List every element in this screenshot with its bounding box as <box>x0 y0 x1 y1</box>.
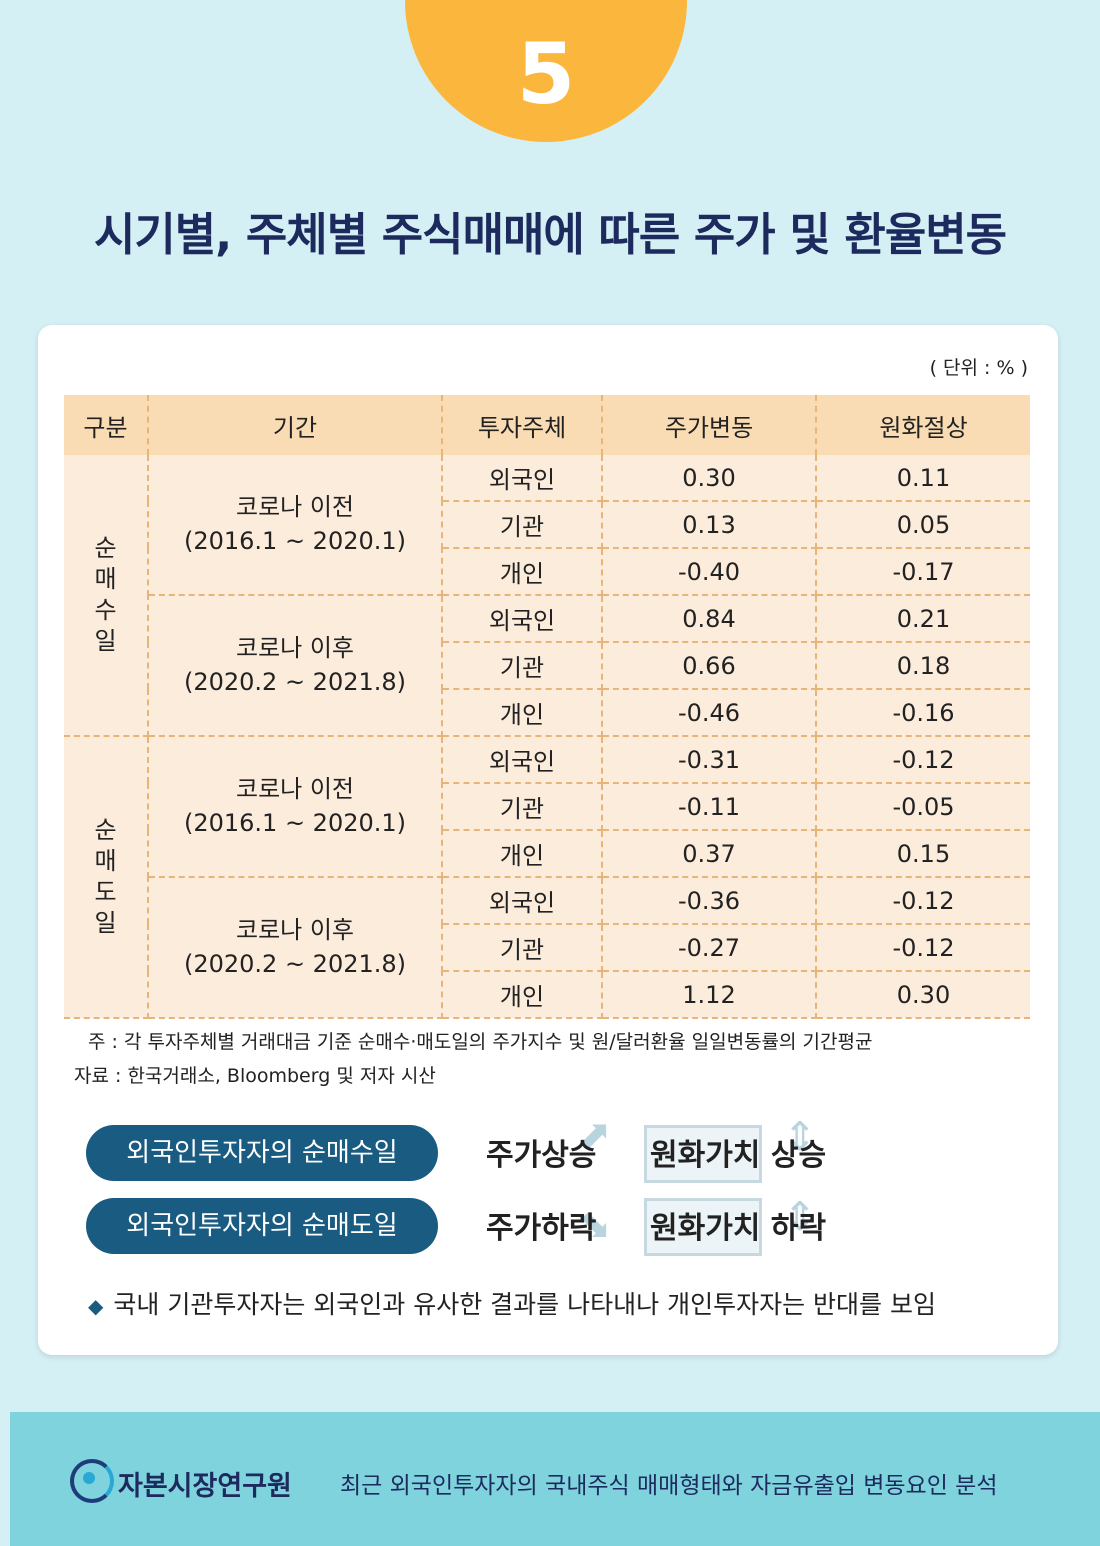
investor-cell: 개인 <box>442 689 603 737</box>
diamond-icon: ◆ <box>88 1294 104 1318</box>
period-name: 코로나 이후 <box>235 915 355 944</box>
stock-cell: -0.11 <box>602 783 817 831</box>
fx-cell: 0.15 <box>816 830 1030 878</box>
investor-cell: 기관 <box>442 501 603 549</box>
content-card: ( 단위 : % ) 구분 기간 투자주체 주가변동 원화절상 순 매 수 일 코로나 … <box>38 325 1058 1355</box>
page-title: 시기별, 주체별 주식매매에 따른 주가 및 환율변동 <box>93 208 1007 261</box>
unit-label: ( 단위 : % ) <box>929 357 1028 379</box>
investor-cell: 외국인 <box>442 595 603 643</box>
period-range: (2020.2 ~ 2021.8) <box>183 667 407 696</box>
period-cell: 코로나 이후 (2020.2 ~ 2021.8) <box>148 877 443 1019</box>
header-category: 구분 <box>64 395 149 455</box>
fx-cell: 0.30 <box>816 971 1030 1019</box>
investor-cell: 외국인 <box>442 736 603 784</box>
period-cell: 코로나 이전 (2016.1 ~ 2020.1) <box>148 455 443 596</box>
buy-day-pill: 외국인투자자의 순매수일 <box>86 1125 438 1181</box>
kcmi-logo-icon <box>70 1459 114 1503</box>
fx-cell: 0.05 <box>816 501 1030 549</box>
table-row: 코로나 이후 (2020.2 ~ 2021.8) 외국인 -0.36 -0.12 <box>64 877 1030 1019</box>
stock-fall-label: 주가하락 <box>486 1211 597 1246</box>
table-row: 개인 -0.40 -0.17 <box>64 548 1030 596</box>
section-badge: 5 <box>405 0 687 142</box>
investor-cell: 개인 <box>442 830 603 878</box>
investor-cell: 개인 <box>442 971 603 1019</box>
header-investor: 투자주체 <box>442 395 603 455</box>
stock-cell: 1.12 <box>602 971 817 1019</box>
box-frame-icon <box>644 1198 762 1256</box>
header-period: 기간 <box>148 395 443 455</box>
arrow-down-icon: ⇕ <box>783 1194 817 1240</box>
investor-cell: 기관 <box>442 924 603 972</box>
stock-cell: 0.37 <box>602 830 817 878</box>
fx-cell: 0.18 <box>816 642 1030 690</box>
period-range: (2020.2 ~ 2021.8) <box>183 949 407 978</box>
table-header-row: 구분 기간 투자주체 주가변동 원화절상 <box>64 395 1030 455</box>
stock-cell: -0.36 <box>602 877 817 925</box>
arrow-down-icon: ⬊ <box>578 1202 612 1248</box>
table-row: 코로나 이후 (2020.2 ~ 2021.8) 외국인 0.84 0.21 <box>64 595 1030 737</box>
fx-cell: -0.12 <box>816 736 1030 784</box>
sell-day-pill: 외국인투자자의 순매도일 <box>86 1198 438 1254</box>
table-row: 기관 0.66 0.18 <box>64 642 1030 690</box>
period-cell: 코로나 이전 (2016.1 ~ 2020.1) <box>148 736 443 878</box>
section-number: 5 <box>516 25 576 123</box>
fx-cell: -0.12 <box>816 877 1030 925</box>
stock-cell: -0.40 <box>602 548 817 596</box>
org-name: 자본시장연구원 <box>118 1471 292 1502</box>
publication-title: 최근 외국인투자자의 국내주식 매매형태와 자금유출입 변동요인 분석 <box>340 1473 998 1499</box>
stock-cell: -0.46 <box>602 689 817 737</box>
period-name: 코로나 이후 <box>235 633 355 662</box>
period-range: (2016.1 ~ 2020.1) <box>183 526 407 555</box>
table-note: 주 : 각 투자주체별 거래대금 기준 순매수·매도일의 주가지수 및 원/달러… <box>88 1031 873 1053</box>
investor-cell: 외국인 <box>442 455 603 502</box>
arrow-up-icon: ⬈ <box>578 1112 612 1158</box>
notes: 주 : 각 투자주체별 거래대금 기준 순매수·매도일의 주가지수 및 원/달러… <box>74 1025 872 1093</box>
summary-text: 국내 기관투자자는 외국인과 유사한 결과를 나타내나 개인투자자는 반대를 보… <box>113 1290 936 1319</box>
period-name: 코로나 이전 <box>235 492 355 521</box>
period-name: 코로나 이전 <box>235 774 355 803</box>
arrow-up-icon: ⇕ <box>783 1114 817 1160</box>
fx-cell: -0.17 <box>816 548 1030 596</box>
stock-rise-label: 주가상승 <box>486 1138 597 1173</box>
table-row: 개인 -0.46 -0.16 <box>64 689 1030 737</box>
footer: 자본시장연구원 최근 외국인투자자의 국내주식 매매형태와 자금유출입 변동요인… <box>10 1412 1100 1546</box>
table-row: 기관 -0.11 -0.05 <box>64 783 1030 831</box>
won-rise-label: 원화가치 상승 <box>650 1138 827 1173</box>
data-table: 구분 기간 투자주체 주가변동 원화절상 순 매 수 일 코로나 이전 (2016.1 ~… <box>64 395 1030 1019</box>
table-row: 순 매 도 일 코로나 이전 (2016.1 ~ 2020.1) 외국인 -0.31 -0.12 <box>64 736 1030 1019</box>
stock-cell: 0.30 <box>602 455 817 502</box>
stock-cell: 0.13 <box>602 501 817 549</box>
stock-cell: 0.66 <box>602 642 817 690</box>
table-row: 기관 -0.27 -0.12 <box>64 924 1030 972</box>
investor-cell: 개인 <box>442 548 603 596</box>
stock-cell: -0.31 <box>602 736 817 784</box>
summary-line: ◆ 국내 기관투자자는 외국인과 유사한 결과를 나타내나 개인투자자는 반대를 … <box>88 1285 936 1321</box>
stock-cell: 0.84 <box>602 595 817 643</box>
header-fx-change: 원화절상 <box>816 395 1030 455</box>
won-fall-label: 원화가치 하락 <box>650 1211 827 1246</box>
stock-cell: -0.27 <box>602 924 817 972</box>
fx-cell: -0.16 <box>816 689 1030 737</box>
investor-cell: 기관 <box>442 642 603 690</box>
period-cell: 코로나 이후 (2020.2 ~ 2021.8) <box>148 595 443 737</box>
table-row: 개인 1.12 0.30 <box>64 971 1030 1019</box>
box-frame-icon <box>644 1125 762 1183</box>
header-stock-change: 주가변동 <box>602 395 817 455</box>
table-row: 기관 0.13 0.05 <box>64 501 1030 549</box>
investor-cell: 기관 <box>442 783 603 831</box>
table-row: 개인 0.37 0.15 <box>64 830 1030 878</box>
investor-cell: 외국인 <box>442 877 603 925</box>
fx-cell: -0.05 <box>816 783 1030 831</box>
table-row: 순 매 수 일 코로나 이전 (2016.1 ~ 2020.1) 외국인 0.30 0.11 <box>64 455 1030 737</box>
fx-cell: 0.11 <box>816 455 1030 502</box>
table-source: 자료 : 한국거래소, Bloomberg 및 저자 시산 <box>74 1065 436 1087</box>
fx-cell: -0.12 <box>816 924 1030 972</box>
period-range: (2016.1 ~ 2020.1) <box>183 808 407 837</box>
fx-cell: 0.21 <box>816 595 1030 643</box>
